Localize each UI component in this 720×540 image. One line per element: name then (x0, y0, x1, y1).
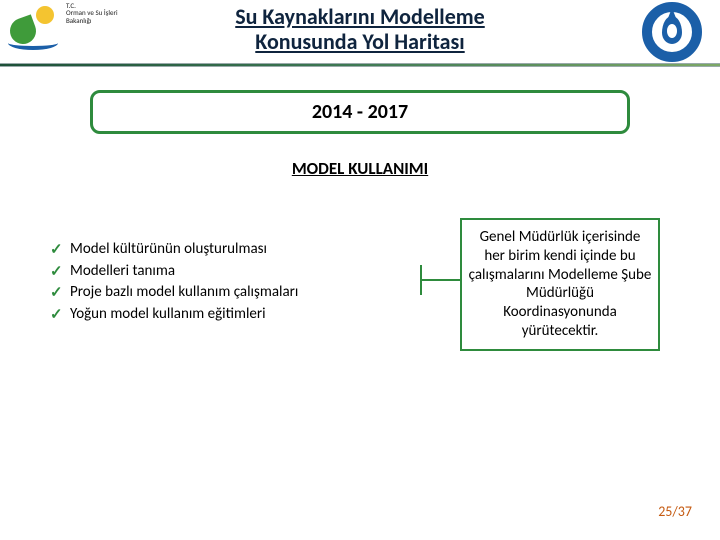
check-icon: ✓ (50, 262, 70, 281)
connector-horizontal-icon (420, 279, 460, 281)
bullet-text: Proje bazlı model kullanım çalışmaları (70, 283, 298, 303)
description-text: Genel Müdürlük içerisinde her birim kend… (469, 228, 652, 340)
check-icon: ✓ (50, 240, 70, 259)
check-icon: ✓ (50, 305, 70, 324)
bullet-text: Modelleri tanıma (70, 262, 175, 282)
list-item: ✓ Yoğun model kullanım eğitimleri (50, 305, 360, 325)
description-box: Genel Müdürlük içerisinde her birim kend… (460, 218, 660, 351)
bullet-list: ✓ Model kültürünün oluşturulması ✓ Model… (50, 240, 360, 326)
list-item: ✓ Proje bazlı model kullanım çalışmaları (50, 283, 360, 303)
year-range-box: 2014 - 2017 (90, 90, 630, 134)
list-item: ✓ Model kültürünün oluşturulması (50, 240, 360, 260)
section-heading: MODEL KULLANIMI (0, 158, 720, 179)
title-line-1: Su Kaynaklarını Modelleme (110, 4, 610, 29)
bullet-text: Model kültürünün oluşturulması (70, 240, 267, 260)
divider-ribbon (0, 63, 720, 67)
water-management-logo (642, 2, 702, 62)
list-item: ✓ Modelleri tanıma (50, 262, 360, 282)
drop-highlight-icon (667, 24, 677, 38)
ministry-logo: T.C. Orman ve Su İşleri Bakanlığı (6, 2, 78, 54)
page-number: 25/37 (658, 503, 692, 520)
wave-icon (8, 36, 58, 50)
check-icon: ✓ (50, 283, 70, 302)
year-range-text: 2014 - 2017 (312, 100, 408, 124)
title-line-2: Konusunda Yol Haritası (110, 29, 610, 54)
bullet-text: Yoğun model kullanım eğitimleri (70, 305, 266, 325)
connector-line (420, 265, 460, 295)
header-bar: T.C. Orman ve Su İşleri Bakanlığı Su Kay… (0, 0, 720, 60)
slide-title: Su Kaynaklarını Modelleme Konusunda Yol … (110, 4, 610, 55)
sun-icon (36, 6, 54, 24)
